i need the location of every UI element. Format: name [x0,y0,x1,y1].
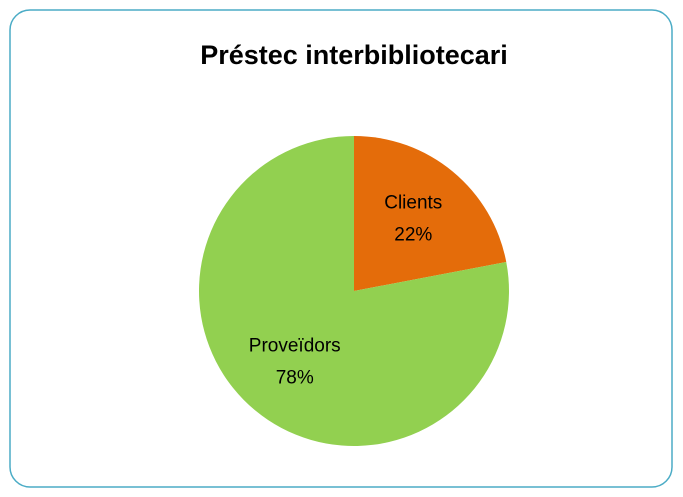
slice-label: Proveïdors [249,336,341,357]
slice-value-label: 78% [276,368,314,389]
slice-label: Clients [384,192,442,213]
chart-title: Préstec interbibliotecari [200,40,508,70]
slice-value-label: 22% [394,224,432,245]
pie-slice [198,136,510,446]
pie-slice [354,136,507,291]
